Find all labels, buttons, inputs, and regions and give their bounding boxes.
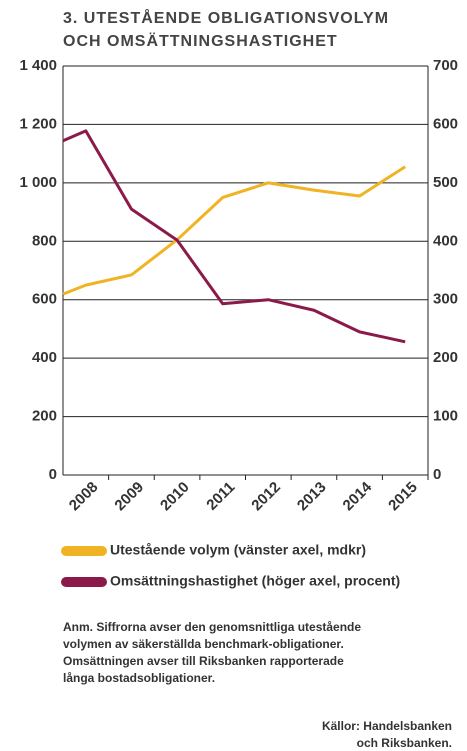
y2-tick-label: 0 — [433, 466, 441, 483]
y-tick-label: 600 — [32, 291, 57, 308]
source: Källor: Handelsbanken — [322, 719, 452, 733]
y2-tick-label: 200 — [433, 349, 458, 366]
chart-title: 3. UTESTÅENDE OBLIGATIONSVOLYM — [63, 8, 389, 27]
source: och Riksbanken. — [357, 736, 452, 750]
note: Omsättningen avser till Riksbanken rappo… — [63, 654, 344, 668]
chart-title: OCH OMSÄTTNINGSHASTIGHET — [63, 32, 338, 50]
legend-label: Omsättningshastighet (höger axel, procen… — [110, 573, 400, 589]
series-line — [62, 129, 406, 344]
y2-tick-label: 500 — [433, 174, 458, 191]
series-line — [62, 165, 406, 296]
y2-tick-label: 400 — [433, 232, 458, 249]
note: långa bostadsobligationer. — [63, 671, 215, 685]
y2-tick-label: 600 — [433, 115, 458, 132]
x-tick-label: 2008 — [66, 479, 102, 515]
x-tick-label: 2013 — [294, 479, 330, 515]
x-tick-label: 2011 — [203, 479, 238, 514]
note: volymen av säkerställda benchmark-obliga… — [63, 637, 344, 651]
y-tick-label: 1 000 — [19, 174, 57, 191]
x-tick-label: 2015 — [385, 479, 421, 515]
note: Anm. Siffrorna avser den genomsnittliga … — [63, 620, 361, 634]
y2-tick-label: 100 — [433, 408, 458, 425]
legend-label: Utestående volym (vänster axel, mdkr) — [110, 542, 366, 558]
y-tick-label: 0 — [49, 466, 57, 483]
y-tick-label: 800 — [32, 232, 57, 249]
y2-tick-label: 700 — [433, 57, 458, 74]
y2-tick-label: 300 — [433, 291, 458, 308]
x-tick-label: 2012 — [248, 479, 284, 515]
y-tick-label: 400 — [32, 349, 57, 366]
y-tick-label: 200 — [32, 408, 57, 425]
y-tick-label: 1 400 — [19, 57, 57, 74]
x-tick-label: 2014 — [340, 478, 376, 514]
x-tick-label: 2010 — [157, 479, 193, 515]
y-tick-label: 1 200 — [19, 115, 57, 132]
x-tick-label: 2009 — [111, 479, 147, 515]
